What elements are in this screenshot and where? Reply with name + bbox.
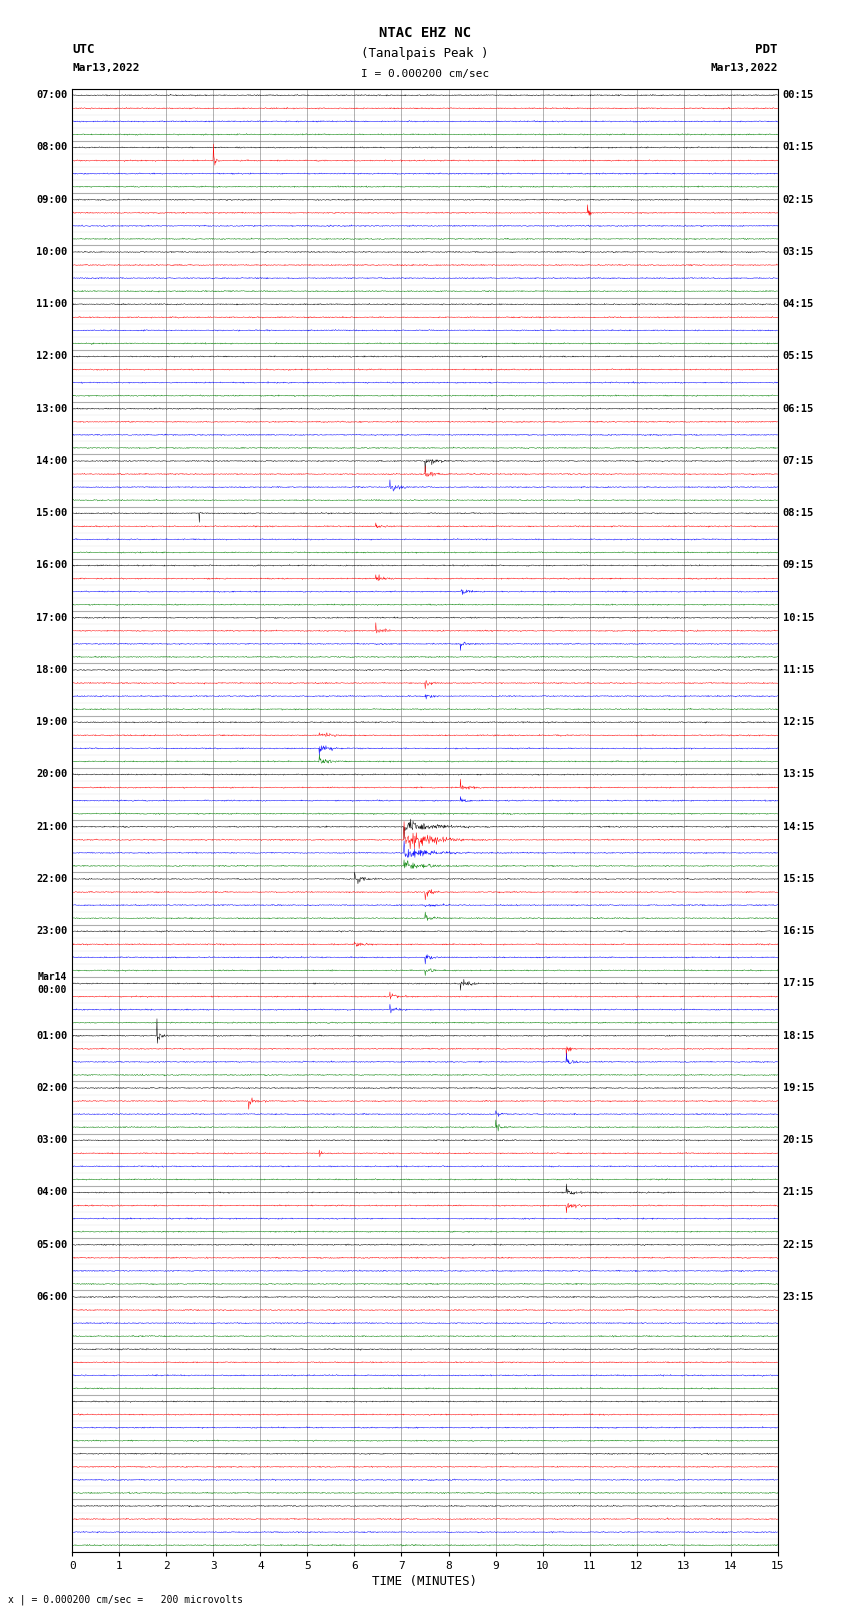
Text: UTC: UTC [72, 44, 94, 56]
Text: 23:00: 23:00 [36, 926, 67, 936]
Text: 19:00: 19:00 [36, 718, 67, 727]
Text: 22:00: 22:00 [36, 874, 67, 884]
Text: 06:15: 06:15 [783, 403, 814, 415]
Text: 03:00: 03:00 [36, 1136, 67, 1145]
Text: 20:00: 20:00 [36, 769, 67, 779]
Text: 00:00: 00:00 [37, 986, 67, 995]
Text: 07:00: 07:00 [36, 90, 67, 100]
Text: 12:00: 12:00 [36, 352, 67, 361]
Text: 07:15: 07:15 [783, 456, 814, 466]
Text: 01:15: 01:15 [783, 142, 814, 153]
Text: NTAC EHZ NC: NTAC EHZ NC [379, 26, 471, 40]
Text: 08:00: 08:00 [36, 142, 67, 153]
Text: (Tanalpais Peak ): (Tanalpais Peak ) [361, 47, 489, 60]
Text: 19:15: 19:15 [783, 1082, 814, 1094]
Text: Mar13,2022: Mar13,2022 [72, 63, 139, 73]
Text: 05:15: 05:15 [783, 352, 814, 361]
Text: 02:15: 02:15 [783, 195, 814, 205]
Text: 18:00: 18:00 [36, 665, 67, 674]
Text: 06:00: 06:00 [36, 1292, 67, 1302]
Text: 17:00: 17:00 [36, 613, 67, 623]
Text: 12:15: 12:15 [783, 718, 814, 727]
Text: 23:15: 23:15 [783, 1292, 814, 1302]
Text: 05:00: 05:00 [36, 1240, 67, 1250]
Text: 10:00: 10:00 [36, 247, 67, 256]
Text: 18:15: 18:15 [783, 1031, 814, 1040]
Text: 16:00: 16:00 [36, 560, 67, 571]
Text: 13:00: 13:00 [36, 403, 67, 415]
Text: 20:15: 20:15 [783, 1136, 814, 1145]
Text: 15:15: 15:15 [783, 874, 814, 884]
Text: PDT: PDT [756, 44, 778, 56]
Text: 01:00: 01:00 [36, 1031, 67, 1040]
Text: I = 0.000200 cm/sec: I = 0.000200 cm/sec [361, 69, 489, 79]
Text: x | = 0.000200 cm/sec =   200 microvolts: x | = 0.000200 cm/sec = 200 microvolts [8, 1594, 243, 1605]
Text: 17:15: 17:15 [783, 979, 814, 989]
Text: 13:15: 13:15 [783, 769, 814, 779]
Text: 10:15: 10:15 [783, 613, 814, 623]
Text: 04:00: 04:00 [36, 1187, 67, 1197]
Text: Mar13,2022: Mar13,2022 [711, 63, 778, 73]
Text: 03:15: 03:15 [783, 247, 814, 256]
Text: 11:15: 11:15 [783, 665, 814, 674]
Text: 14:15: 14:15 [783, 821, 814, 832]
Text: 21:00: 21:00 [36, 821, 67, 832]
Text: 09:00: 09:00 [36, 195, 67, 205]
Text: 00:15: 00:15 [783, 90, 814, 100]
Text: 22:15: 22:15 [783, 1240, 814, 1250]
X-axis label: TIME (MINUTES): TIME (MINUTES) [372, 1574, 478, 1587]
Text: 02:00: 02:00 [36, 1082, 67, 1094]
Text: 09:15: 09:15 [783, 560, 814, 571]
Text: 15:00: 15:00 [36, 508, 67, 518]
Text: 16:15: 16:15 [783, 926, 814, 936]
Text: 21:15: 21:15 [783, 1187, 814, 1197]
Text: 14:00: 14:00 [36, 456, 67, 466]
Text: 04:15: 04:15 [783, 300, 814, 310]
Text: Mar14: Mar14 [37, 973, 67, 982]
Text: 08:15: 08:15 [783, 508, 814, 518]
Text: 11:00: 11:00 [36, 300, 67, 310]
